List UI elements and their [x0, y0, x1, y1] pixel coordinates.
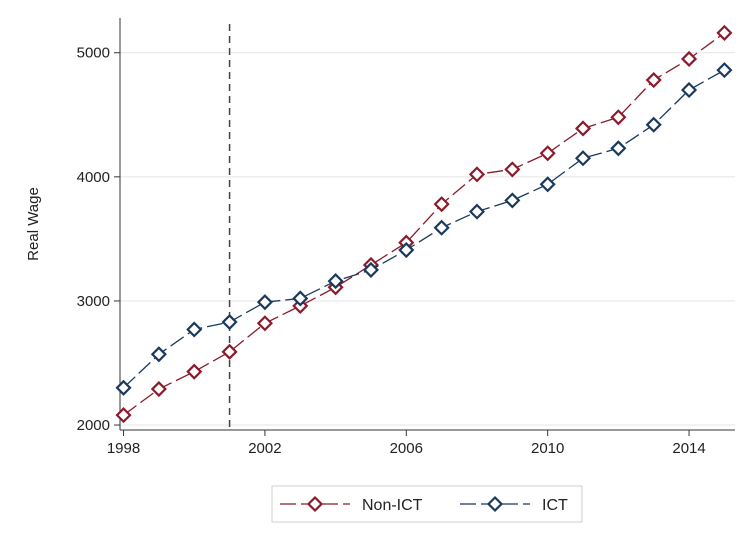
- data-point: [716, 24, 733, 41]
- x-tick-label: 2010: [531, 440, 564, 457]
- series-ict: [115, 62, 733, 396]
- legend-item: ICT: [460, 495, 568, 514]
- data-point: [150, 346, 167, 363]
- series-non-ict: [115, 24, 733, 424]
- data-point: [221, 313, 238, 331]
- data-point: [574, 120, 592, 137]
- data-point: [362, 261, 380, 278]
- data-point: [468, 166, 486, 183]
- y-tick-label: 4000: [77, 169, 110, 186]
- gridlines: [120, 52, 735, 426]
- x-tick-label: 1998: [107, 440, 140, 457]
- series-line: [123, 32, 725, 416]
- data-point: [539, 176, 556, 193]
- data-point: [186, 363, 203, 380]
- x-tick-label: 2002: [248, 440, 281, 457]
- data-point: [292, 290, 309, 307]
- x-tick-label: 2014: [672, 440, 705, 457]
- axes: [119, 18, 735, 431]
- series-line: [123, 69, 725, 389]
- data-point: [468, 203, 486, 220]
- data-point: [645, 71, 662, 89]
- legend: Non-ICT ICT: [271, 485, 583, 523]
- data-point: [256, 294, 273, 311]
- y-tick-label: 3000: [77, 293, 110, 310]
- data-point: [504, 192, 521, 209]
- tick-group: 2000 3000 4000 5000 1998 2002 2006 2010 2014: [77, 45, 706, 457]
- data-point: [256, 315, 273, 332]
- y-axis-title: Real Wage: [25, 187, 42, 261]
- y-tick-label: 2000: [77, 417, 110, 434]
- x-tick-label: 2006: [390, 440, 423, 457]
- legend-item: Non-ICT: [280, 495, 423, 514]
- legend-label: Non-ICT: [362, 497, 423, 514]
- data-point: [539, 145, 556, 162]
- legend-swatch-marker: [306, 495, 324, 513]
- data-point: [115, 379, 132, 396]
- data-point: [221, 343, 238, 360]
- legend-swatch-marker: [486, 495, 504, 513]
- data-point: [433, 196, 450, 213]
- data-point: [150, 380, 167, 398]
- data-point: [398, 242, 415, 259]
- data-point: [680, 81, 698, 99]
- data-point: [645, 116, 662, 133]
- series-group: [115, 24, 733, 424]
- data-point: [680, 50, 698, 68]
- data-point: [574, 150, 592, 167]
- legend-label: ICT: [542, 497, 568, 514]
- data-point: [504, 161, 521, 178]
- data-point: [610, 109, 627, 126]
- y-tick-label: 5000: [77, 45, 110, 62]
- data-point: [327, 273, 344, 290]
- data-point: [610, 140, 627, 157]
- data-point: [115, 407, 132, 424]
- data-point: [716, 62, 733, 79]
- data-point: [186, 321, 203, 338]
- data-point: [433, 219, 450, 236]
